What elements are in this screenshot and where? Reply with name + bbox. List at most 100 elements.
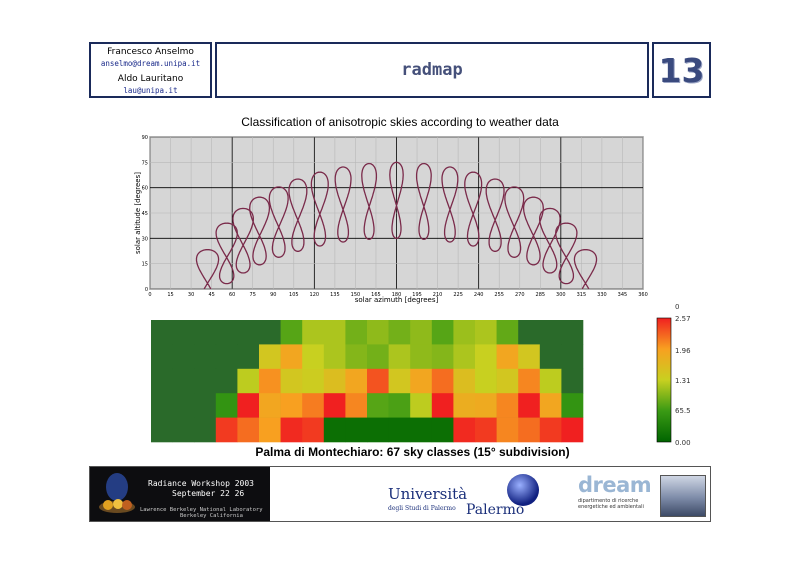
- heatmap-cell: [388, 393, 411, 418]
- authors-box: Francesco Anselmo anselmo@dream.unipa.it…: [89, 42, 212, 98]
- x-tick-label: 255: [494, 292, 504, 298]
- heatmap-cell: [323, 344, 346, 370]
- heatmap-cell: [215, 344, 238, 370]
- heatmap-cell: [518, 393, 541, 418]
- x-tick-label: 360: [638, 292, 648, 298]
- heatmap-cell: [323, 417, 346, 443]
- y-axis-label: solar altitude [degrees]: [134, 172, 142, 254]
- heatmap-cell: [215, 368, 238, 394]
- banner-sub-1: Lawrence Berkeley National Laboratory: [140, 507, 263, 513]
- heatmap-cell: [194, 344, 217, 370]
- x-tick-label: 60: [229, 292, 235, 298]
- heatmap-cell: [410, 393, 433, 418]
- heatmap-cell: [194, 320, 217, 345]
- heatmap-cell: [475, 417, 497, 443]
- analemma-loop: [415, 162, 432, 240]
- x-tick-label: 240: [474, 292, 484, 298]
- heatmap-cell: [345, 417, 368, 443]
- x-axis-label: solar azimuth [degrees]: [355, 296, 439, 304]
- heatmap-cell: [323, 320, 346, 345]
- analemma-loop: [268, 186, 289, 258]
- analemma-loop: [232, 207, 254, 274]
- heatmap-cell: [431, 320, 454, 345]
- heatmap-cell: [475, 393, 497, 418]
- heatmap-cell: [237, 393, 260, 418]
- y-tick-label: 90: [142, 135, 148, 141]
- author2-name: Aldo Lauritano: [117, 74, 184, 84]
- heatmap-cell: [518, 320, 541, 345]
- heatmap-cell: [302, 344, 325, 370]
- dream-sub-1: dipartimento di ricerche: [578, 498, 639, 504]
- dream-sub-2: energetiche ed ambientali: [578, 504, 644, 510]
- y-tick-label: 15: [142, 262, 148, 268]
- footer-logos: Radiance Workshop 2003 September 22 26 L…: [89, 466, 711, 522]
- heatmap-cell: [172, 344, 195, 370]
- dream-logo: dream dipartimento di ricerche energetic…: [578, 473, 708, 519]
- colorbar: 0 2.57 1.96 1.31 65.5 0.00: [656, 303, 691, 447]
- heatmap-cell: [453, 344, 476, 370]
- slide-title-box: radmap: [215, 42, 649, 98]
- heatmap-cell: [539, 393, 562, 418]
- heatmap-cell: [259, 320, 281, 345]
- heatmap-cell: [475, 320, 497, 345]
- y-tick-label: 60: [142, 186, 148, 192]
- analemma-loop: [464, 171, 483, 247]
- y-tick-label: 45: [142, 211, 148, 217]
- x-tick-label: 150: [351, 292, 361, 298]
- heatmap-cell: [539, 344, 562, 370]
- heatmap-cell: [539, 417, 562, 443]
- heatmap-cell: [367, 320, 389, 345]
- heatmap-cell: [410, 320, 433, 345]
- unipa-sub: degli Studi di Palermo: [388, 505, 456, 512]
- colorbar-label: 0.00: [675, 439, 691, 447]
- analemma-loop: [485, 178, 505, 252]
- heatmap-cell: [151, 344, 173, 370]
- heatmap-cell: [388, 368, 411, 394]
- colorbar-label: 65.5: [675, 407, 691, 415]
- heatmap-cell: [367, 344, 389, 370]
- heatmap-cell: [215, 417, 238, 443]
- heatmap-caption: Palma di Montechiaro: 67 sky classes (15…: [255, 445, 570, 459]
- analemma-loop: [504, 186, 525, 258]
- banner-sub-2: Berkeley California: [180, 513, 243, 519]
- colorbar-gradient: [656, 317, 672, 443]
- heatmap-cell: [302, 417, 325, 443]
- chart-title: Classification of anisotropic skies acco…: [241, 115, 559, 129]
- author2-email[interactable]: lau@unipa.it: [123, 86, 178, 95]
- heatmap-cell: [302, 393, 325, 418]
- heatmap-cell: [561, 344, 584, 370]
- heatmap-cell: [518, 417, 541, 443]
- heatmap-cell: [172, 393, 195, 418]
- x-tick-label: 345: [618, 292, 628, 298]
- heatmap-cell: [194, 368, 217, 394]
- author1-email[interactable]: anselmo@dream.unipa.it: [100, 59, 201, 68]
- heatmap-cell: [410, 344, 433, 370]
- x-tick-label: 30: [188, 292, 194, 298]
- heatmap-cell: [172, 320, 195, 345]
- heatmap-cell: [280, 417, 303, 443]
- y-tick-label: 0: [145, 287, 148, 293]
- x-tick-label: 15: [167, 292, 173, 298]
- heatmap-cell: [518, 344, 541, 370]
- analemma-loop: [361, 162, 378, 240]
- analemma-loop: [249, 196, 271, 266]
- heatmap-cell: [431, 344, 454, 370]
- heatmap-cell: [345, 344, 368, 370]
- heatmap-cell: [215, 393, 238, 418]
- heatmap-cell: [280, 344, 303, 370]
- heatmap-cell: [496, 344, 519, 370]
- heatmap-cell: [237, 344, 260, 370]
- slide-title: radmap: [401, 60, 463, 80]
- globe-icon: [507, 474, 539, 506]
- figure-canvas: 0 15 30 45 60 75 90 105 120 135 150 165 180 195 210 225…: [134, 135, 691, 447]
- heatmap-cell: [496, 320, 519, 345]
- x-tick-label: 300: [556, 292, 566, 298]
- heatmap-cell: [345, 320, 368, 345]
- heatmap-cell: [561, 320, 584, 345]
- x-tick-label: 120: [310, 292, 320, 298]
- heatmap-cell: [323, 393, 346, 418]
- colorbar-label: 1.96: [675, 347, 691, 355]
- x-tick-label: 210: [433, 292, 443, 298]
- heatmap-cell: [194, 393, 217, 418]
- heatmap-cell: [280, 320, 303, 345]
